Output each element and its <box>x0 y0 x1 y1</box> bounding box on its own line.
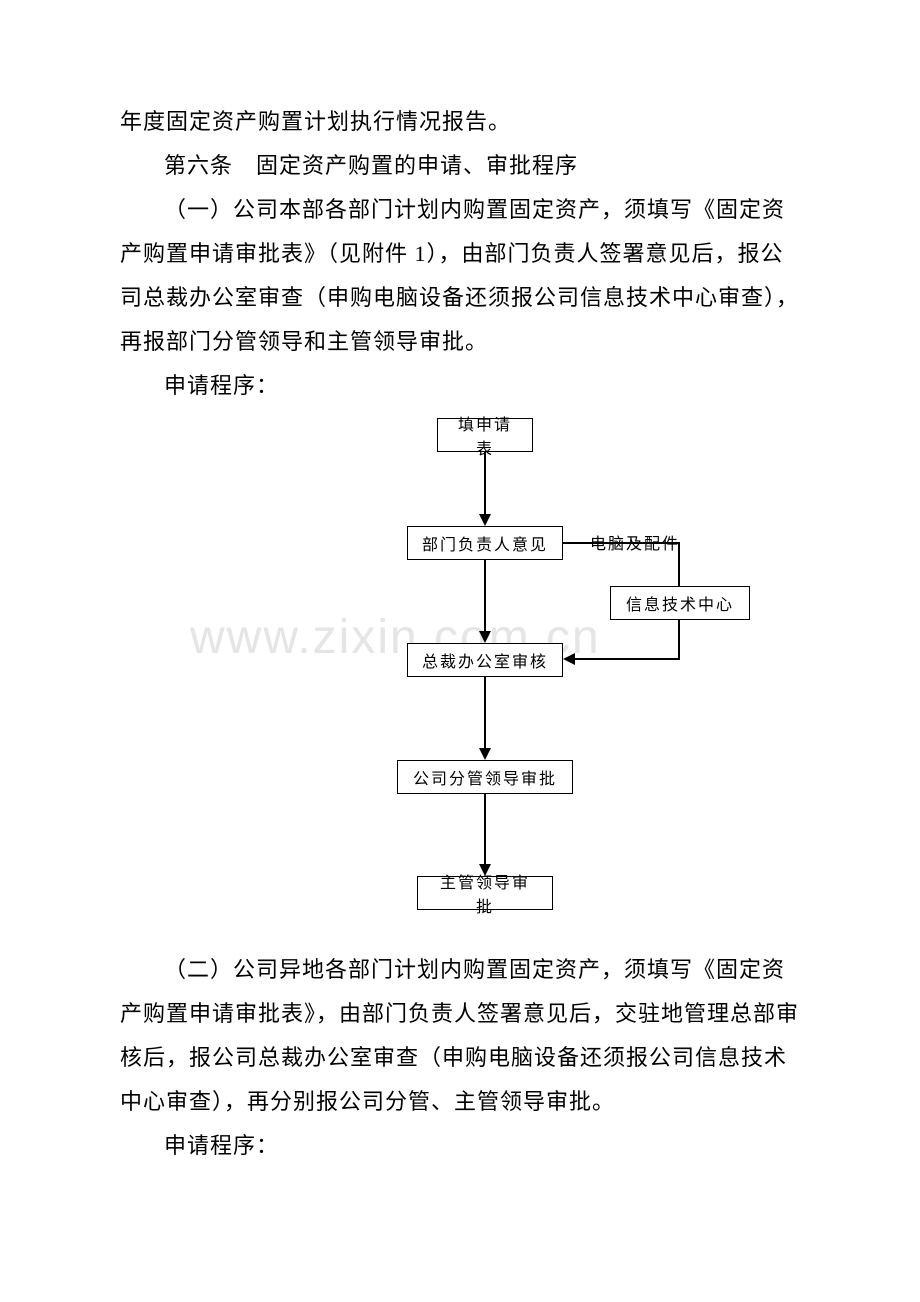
paragraph-item1: （一）公司本部各部门计划内购置固定资产，须填写《固定资产购置申请审批表》（见附件… <box>120 188 800 364</box>
flow-node-branch-approval: 公司分管领导审批 <box>397 760 573 794</box>
paragraph-report: 年度固定资产购置计划执行情况报告。 <box>120 100 800 144</box>
paragraph-article6: 第六条 固定资产购置的申请、审批程序 <box>120 144 800 188</box>
flow-arrow-line <box>678 620 680 660</box>
flow-node-dept-opinion: 部门负责人意见 <box>407 526 563 560</box>
flow-arrow-head <box>479 631 491 643</box>
paragraph-process-label2: 申请程序： <box>120 1124 800 1168</box>
flow-arrow-line <box>575 658 680 660</box>
flow-arrow-line <box>484 677 486 748</box>
flow-node-label: 部门负责人意见 <box>422 531 548 555</box>
flow-node-label: 信息技术中心 <box>626 591 734 615</box>
flow-node-fill-form: 填申请表 <box>437 418 533 452</box>
flow-arrow-line <box>563 542 680 544</box>
flow-arrow-line <box>484 794 486 864</box>
flow-arrow-head <box>479 748 491 760</box>
flow-arrow-line <box>678 542 680 586</box>
flow-node-it-center: 信息技术中心 <box>610 586 750 620</box>
paragraph-item2: （二）公司异地各部门计划内购置固定资产，须填写《固定资产购置申请审批表》，由部门… <box>120 948 800 1124</box>
flow-node-label: 主管领导审批 <box>432 869 538 917</box>
flow-arrow-head <box>563 653 575 665</box>
flow-arrow-line <box>484 560 486 631</box>
flow-arrow-line <box>484 452 486 514</box>
application-flowchart: 填申请表 部门负责人意见 电脑及配件 信息技术中心 总裁办公室审核 <box>210 418 710 928</box>
flow-node-supervisor-approval: 主管领导审批 <box>417 876 553 910</box>
paragraph-process-label: 申请程序： <box>120 364 800 408</box>
flow-node-label: 总裁办公室审核 <box>422 648 548 672</box>
flow-node-ceo-review: 总裁办公室审核 <box>407 643 563 677</box>
flow-node-label: 公司分管领导审批 <box>413 765 557 789</box>
flow-arrow-head <box>479 514 491 526</box>
